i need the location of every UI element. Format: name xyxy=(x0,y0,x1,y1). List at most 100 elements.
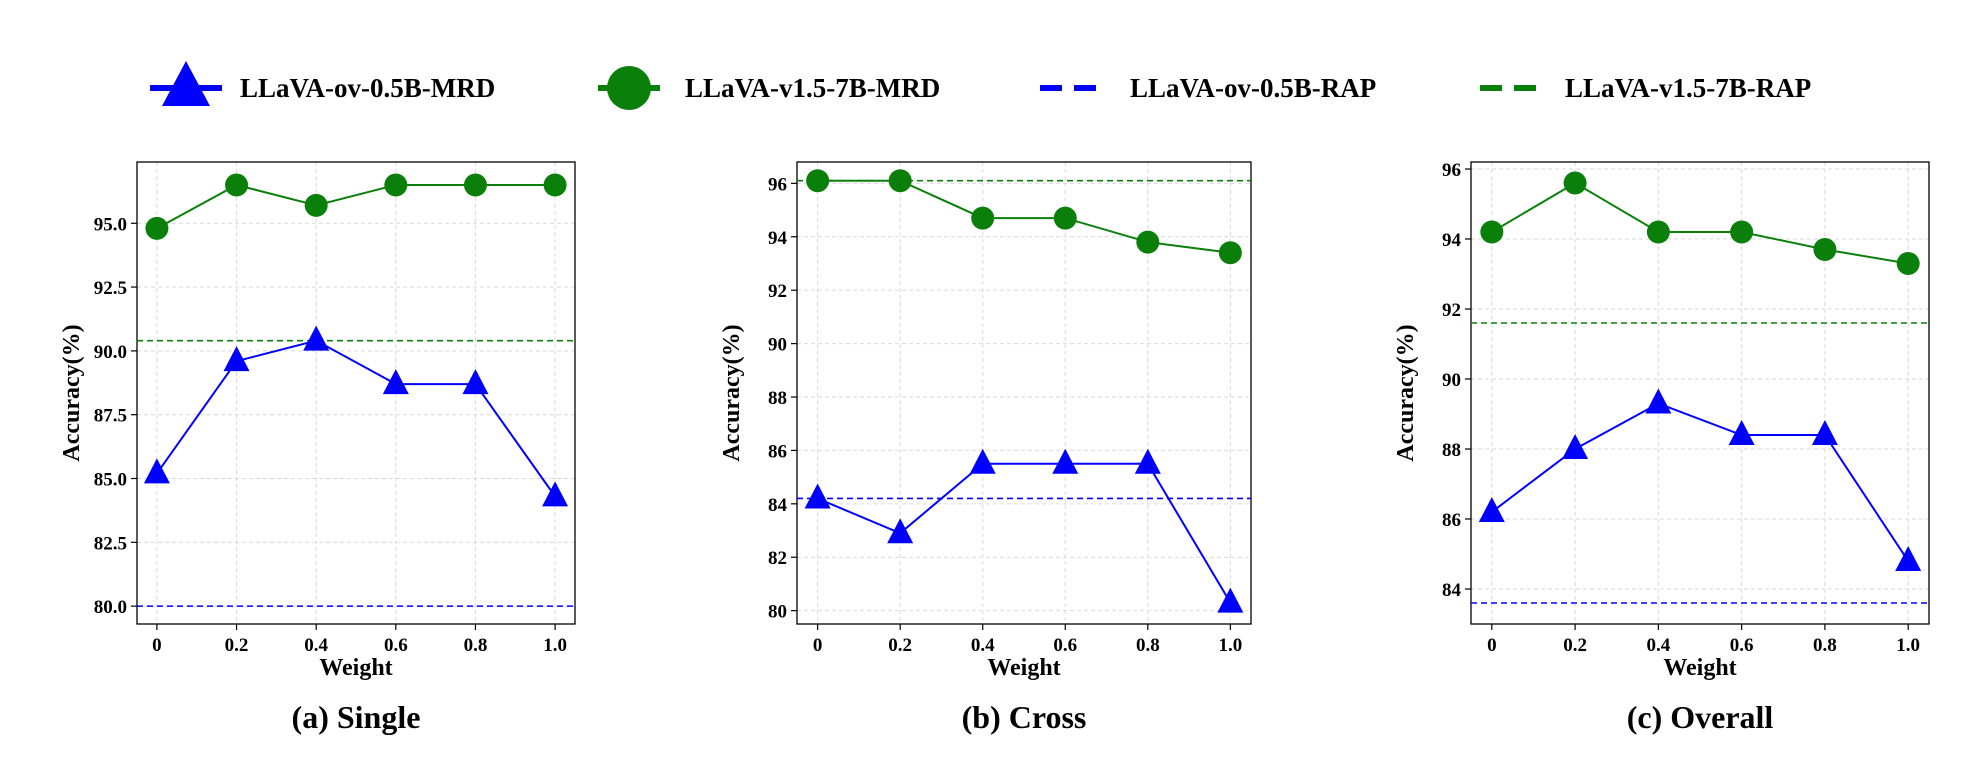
y-tick-label: 90 xyxy=(768,335,787,356)
y-axis-label: Accuracy(%) xyxy=(59,324,85,461)
legend-circle-marker xyxy=(607,66,651,110)
series-line xyxy=(156,339,556,497)
y-tick-label: 88 xyxy=(768,388,787,409)
data-point-triangle xyxy=(887,518,914,544)
reference-lines xyxy=(137,339,575,607)
data-point-triangle xyxy=(542,481,569,507)
series-line xyxy=(156,183,556,230)
data-point-circle xyxy=(1730,220,1754,244)
y-tick-label: 82.5 xyxy=(94,533,127,554)
x-tick-label: 0.2 xyxy=(888,635,912,656)
x-tick-label: 1.0 xyxy=(1896,635,1920,656)
gridlines xyxy=(137,162,575,624)
x-tick-label: 0.2 xyxy=(1563,635,1587,656)
x-tick-label: 0.2 xyxy=(225,635,249,656)
data-point-circle xyxy=(1563,171,1587,195)
x-tick-label: 0 xyxy=(152,635,162,656)
data-point-triangle xyxy=(382,369,409,395)
y-tick-label: 86 xyxy=(768,441,787,462)
x-axis-label: Weight xyxy=(319,655,392,681)
x-tick-label: 0.6 xyxy=(384,635,408,656)
legend-item-3: LLaVA-ov-0.5B-RAP xyxy=(1040,73,1376,103)
data-point-circle xyxy=(1813,238,1837,261)
data-point-circle xyxy=(463,173,487,197)
panel-3: 0 0.2 0.4 0.6 0.8 1.0 84 86 88 90 92 94 96 Weight Accu… xyxy=(1393,160,1930,735)
data-point-triangle xyxy=(804,483,831,509)
data-point-triangle xyxy=(143,458,170,484)
legend-label: LLaVA-ov-0.5B-RAP xyxy=(1130,73,1376,103)
data-point-circle xyxy=(145,216,169,240)
data-point-triangle xyxy=(1895,546,1922,571)
series-line xyxy=(1491,181,1909,265)
x-tick-label: 1.0 xyxy=(1218,635,1242,656)
x-axis-label: Weight xyxy=(1663,655,1736,681)
x-tick-label: 0.4 xyxy=(1646,635,1670,656)
y-tick-label: 84 xyxy=(768,495,788,516)
y-tick-label: 80.0 xyxy=(94,597,127,618)
data-point-triangle xyxy=(303,325,330,351)
gridlines xyxy=(797,162,1251,624)
legend-triangle-marker xyxy=(162,61,210,106)
x-tick-label: 0 xyxy=(1487,635,1497,656)
legend-item-4: LLaVA-v1.5-7B-RAP xyxy=(1480,73,1811,103)
x-tick-label: 0 xyxy=(813,635,823,656)
panel-caption: (c) Overall xyxy=(1627,699,1774,735)
y-tick-label: 92.5 xyxy=(94,278,127,299)
y-tick-label: 96 xyxy=(1442,160,1461,181)
x-ticks: 0 0.2 0.4 0.6 0.8 1.0 xyxy=(813,624,1242,656)
panel-2: 0 0.2 0.4 0.6 0.8 1.0 80 82 84 86 88 90 92 94 96 Weight… xyxy=(719,161,1252,735)
y-tick-label: 86 xyxy=(1442,510,1461,531)
x-tick-label: 0.4 xyxy=(304,635,328,656)
panel-caption: (a) Single xyxy=(292,699,421,735)
data-point-triangle xyxy=(462,369,489,395)
data-point-triangle xyxy=(1052,448,1079,474)
plot-frame xyxy=(796,161,1252,625)
x-tick-label: 0.8 xyxy=(1813,635,1837,656)
x-tick-label: 0.8 xyxy=(1136,635,1160,656)
chart-panels: 0 0.2 0.4 0.6 0.8 1.0 80.0 82.5 85.0 87.5 90.0 92.5… xyxy=(59,160,1930,735)
x-tick-label: 0.6 xyxy=(1053,635,1077,656)
x-tick-label: 0.8 xyxy=(464,635,488,656)
data-point-triangle xyxy=(1562,434,1589,459)
y-tick-label: 85.0 xyxy=(94,470,127,491)
y-tick-label: 87.5 xyxy=(94,406,127,427)
data-point-circle xyxy=(1218,241,1242,265)
y-tick-label: 88 xyxy=(1442,440,1461,461)
data-point-circle xyxy=(1896,252,1920,275)
x-tick-label: 1.0 xyxy=(543,635,567,656)
data-point-triangle xyxy=(969,448,996,474)
panel-1: 0 0.2 0.4 0.6 0.8 1.0 80.0 82.5 85.0 87.5 90.0 92.5… xyxy=(59,161,576,735)
data-point-triangle xyxy=(1811,420,1838,445)
y-tick-label: 95.0 xyxy=(94,214,127,235)
data-point-triangle xyxy=(1134,448,1161,474)
y-ticks: 84 86 88 90 92 94 96 xyxy=(1442,160,1471,601)
y-axis-label: Accuracy(%) xyxy=(719,324,745,461)
data-point-circle xyxy=(543,173,567,197)
y-tick-label: 94 xyxy=(1442,230,1462,251)
series-v1.5-7b-mrd xyxy=(1480,171,1920,275)
legend-label: LLaVA-v1.5-7B-MRD xyxy=(685,73,940,103)
data-point-circle xyxy=(1136,230,1160,254)
series-line xyxy=(817,179,1231,254)
x-axis-label: Weight xyxy=(987,655,1060,681)
plot-frame xyxy=(1470,161,1930,625)
x-tick-label: 0.4 xyxy=(971,635,995,656)
data-point-triangle xyxy=(1728,420,1755,445)
y-tick-label: 82 xyxy=(768,548,787,569)
legend-label: LLaVA-v1.5-7B-RAP xyxy=(1565,73,1811,103)
data-point-triangle xyxy=(223,346,250,372)
panel-caption: (b) Cross xyxy=(962,699,1087,735)
series-ov-0.5b-mrd xyxy=(804,448,1244,613)
data-point-circle xyxy=(806,169,830,193)
legend-label: LLaVA-ov-0.5B-MRD xyxy=(240,73,495,103)
legend-item-2: LLaVA-v1.5-7B-MRD xyxy=(598,66,940,110)
series-ov-0.5b-mrd xyxy=(1478,388,1922,571)
series-line xyxy=(817,462,1232,604)
legend-item-1: LLaVA-ov-0.5B-MRD xyxy=(150,61,495,106)
legend: LLaVA-ov-0.5B-MRD LLaVA-v1.5-7B-MRD LLaVA-… xyxy=(150,61,1811,110)
series-v1.5-7b-mrd xyxy=(145,173,567,240)
data-point-circle xyxy=(1053,206,1077,230)
data-point-circle xyxy=(971,206,995,230)
series-v1.5-7b-mrd xyxy=(806,169,1242,265)
